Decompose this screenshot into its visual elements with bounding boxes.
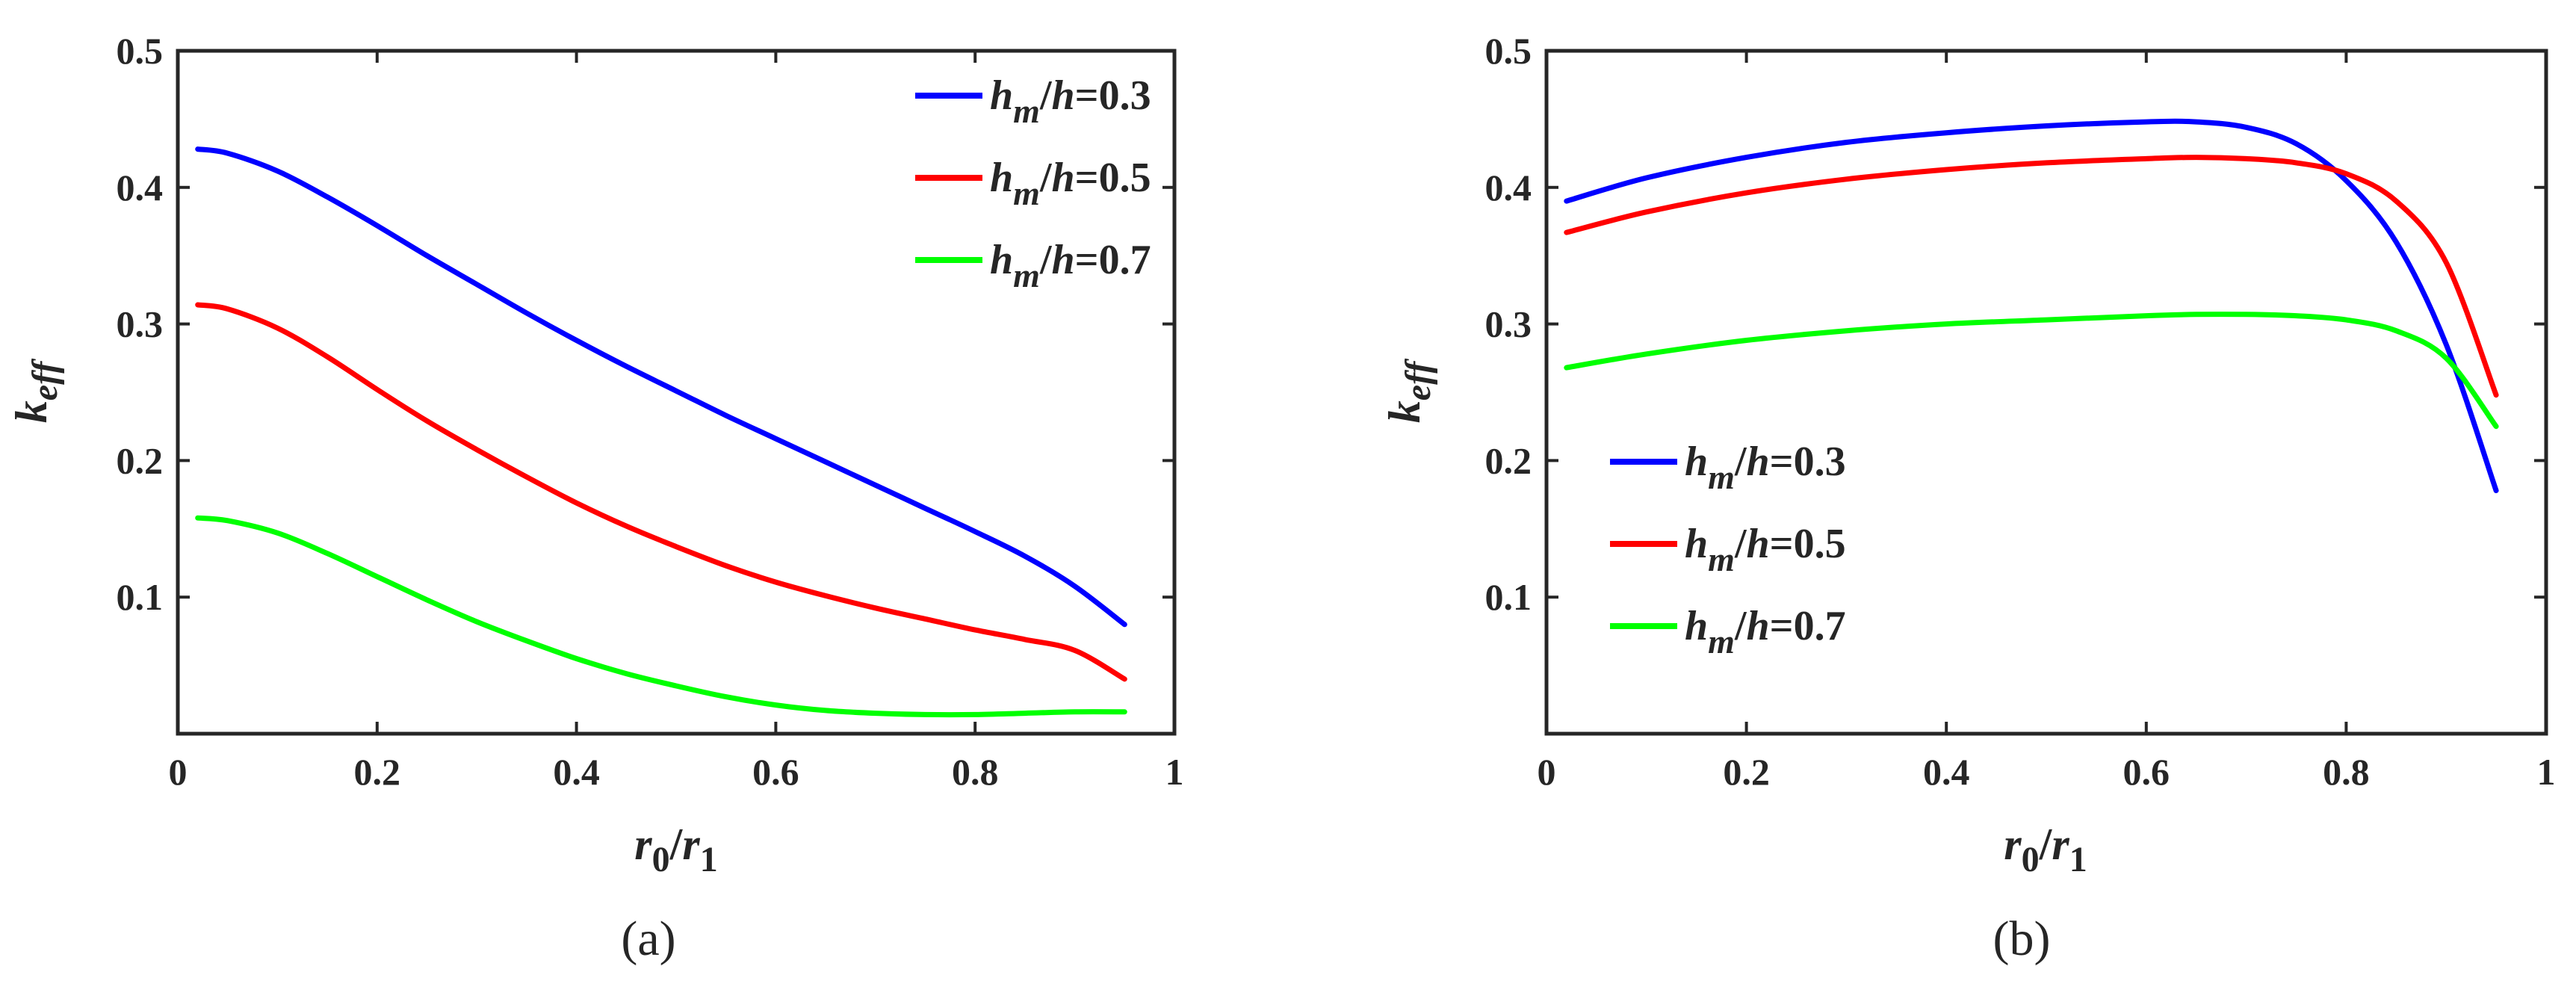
x-tick-label: 0.2 (354, 751, 401, 793)
y-tick-label: 0.4 (117, 167, 164, 208)
x-tick-label: 0 (169, 751, 188, 793)
legend-label-1: hm/h=0.3 (990, 72, 1151, 130)
x-tick-label: 0.4 (553, 751, 600, 793)
x-tick-label: 0 (1538, 751, 1556, 793)
y-tick-label: 0.3 (1485, 303, 1532, 345)
legend-label-3: hm/h=0.7 (990, 237, 1151, 294)
y-tick-label: 0.2 (1485, 439, 1532, 481)
y-axis-title: keff (1380, 359, 1438, 423)
y-tick-label: 0.5 (1485, 30, 1532, 72)
series-line-1 (1564, 118, 2499, 494)
series-line-3 (195, 515, 1127, 718)
x-tick-label: 0.2 (1723, 751, 1770, 793)
panel-label: (a) (621, 912, 675, 966)
x-tick-label: 0.8 (2323, 751, 2370, 793)
y-tick-label: 0.1 (1485, 576, 1532, 618)
series-line-3 (1564, 312, 2499, 430)
x-tick-label: 1 (2537, 751, 2556, 793)
legend-label-2: hm/h=0.5 (1685, 521, 1846, 578)
plot-frame (1544, 49, 2548, 736)
y-tick-label: 0.5 (117, 30, 164, 72)
x-axis-title: r0/r1 (634, 820, 717, 879)
y-tick-label: 0.1 (117, 576, 164, 618)
x-axis-title: r0/r1 (2004, 820, 2087, 879)
panel-label: (b) (1993, 912, 2051, 966)
legend-label-1: hm/h=0.3 (1685, 439, 1846, 496)
y-axis-title: keff (7, 359, 65, 423)
y-tick-label: 0.2 (117, 439, 164, 481)
x-tick-label: 0.8 (952, 751, 999, 793)
series-line-2 (195, 302, 1127, 682)
y-tick-label: 0.3 (117, 303, 164, 345)
x-tick-label: 1 (1165, 751, 1184, 793)
legend-label-3: hm/h=0.7 (1685, 603, 1846, 660)
chart-panel-a: 0 0.2 0.4 0.6 0.8 1 0.1 0.2 0.3 0.4 0.5 keff r0/r1 (a… (7, 30, 1184, 966)
chart-panel-b: 0 0.2 0.4 0.6 0.8 1 0.1 0.2 0.3 0.4 0.5 keff r0/r1 (b… (1380, 30, 2556, 966)
x-tick-label: 0.6 (752, 751, 799, 793)
y-tick-label: 0.4 (1485, 167, 1532, 208)
series-line-1 (195, 146, 1127, 628)
plot-frame (176, 49, 1177, 736)
x-tick-label: 0.4 (1923, 751, 1970, 793)
series-line-2 (1564, 155, 2499, 398)
legend-label-2: hm/h=0.5 (990, 155, 1151, 212)
x-tick-label: 0.6 (2123, 751, 2170, 793)
